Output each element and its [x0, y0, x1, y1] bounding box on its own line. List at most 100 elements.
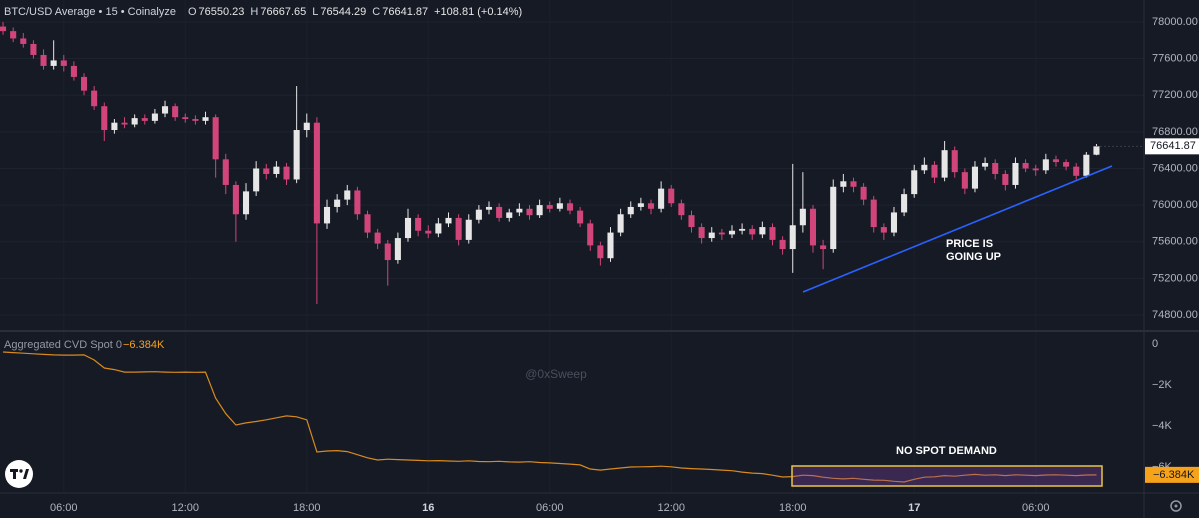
candle-body — [1063, 162, 1070, 167]
candle-body — [678, 203, 685, 216]
candle-body — [769, 227, 776, 240]
candle-body — [587, 223, 594, 246]
y-tick-label: 75600.00 — [1152, 236, 1198, 248]
y-tick-label: 74800.00 — [1152, 309, 1198, 321]
candle-body — [293, 130, 300, 180]
candle-body — [1073, 166, 1080, 176]
candle-body — [151, 113, 158, 121]
candle-body — [394, 238, 401, 261]
candle-body — [739, 228, 746, 231]
y-tick-label: −2K — [1152, 379, 1173, 391]
candle-body — [820, 245, 827, 250]
cvd-line — [2, 351, 1097, 483]
header-text: +108.81 (+0.14%) — [434, 6, 522, 18]
candle-body — [627, 206, 634, 215]
highlight-box — [791, 465, 1103, 487]
candle-body — [30, 43, 37, 55]
candle-body — [70, 65, 77, 77]
candle-body — [141, 118, 148, 121]
candle-body — [404, 217, 412, 239]
candle-body — [617, 214, 624, 233]
candle-body — [637, 203, 644, 207]
header-text: 76550.23 — [199, 6, 245, 18]
annotation: GOING UP — [946, 251, 1001, 263]
candle-body — [0, 26, 7, 32]
candle-body — [566, 203, 574, 211]
candle-body — [1052, 159, 1060, 163]
annotation: NO SPOT DEMAND — [896, 445, 997, 457]
x-tick-label: 18:00 — [293, 502, 321, 514]
candle-body — [850, 181, 857, 187]
candle-body — [283, 166, 290, 180]
candle-body — [1002, 173, 1009, 185]
header-text: H — [250, 6, 258, 18]
candle-body — [313, 122, 320, 224]
candle-body — [688, 215, 695, 228]
candle-body — [901, 194, 908, 213]
candle-body — [658, 188, 665, 209]
settings-icon[interactable] — [1170, 500, 1182, 512]
candle-body — [253, 168, 260, 192]
candle-body — [303, 122, 310, 131]
candle-body — [577, 210, 584, 224]
candle-body — [799, 208, 806, 226]
y-tick-label: 76400.00 — [1152, 162, 1198, 174]
header-text: 76641.87 — [382, 6, 428, 18]
candle-body — [698, 227, 705, 239]
candle-body — [435, 223, 442, 234]
annotation: PRICE IS — [946, 238, 993, 250]
candle-body — [364, 214, 371, 233]
candle-body — [647, 203, 655, 209]
x-tick-label: 17 — [908, 502, 920, 514]
y-tick-label: 0 — [1152, 338, 1158, 350]
candle-body — [931, 164, 938, 178]
candle-body — [20, 38, 27, 44]
candle-body — [921, 164, 928, 171]
candle-body — [50, 60, 57, 66]
candle-body — [830, 186, 837, 250]
candle-body — [708, 232, 715, 239]
cvd-badge-label: −6.384K — [1153, 469, 1195, 481]
header-text: C — [372, 6, 380, 18]
candle-body — [597, 245, 604, 259]
candle-body — [971, 166, 979, 189]
x-tick-label: 06:00 — [1022, 502, 1050, 514]
y-tick-label: 76800.00 — [1152, 126, 1198, 138]
y-tick-label: −4K — [1152, 420, 1173, 432]
candle-body — [992, 162, 999, 174]
candle-body — [941, 150, 948, 178]
y-tick-label: 77200.00 — [1152, 89, 1198, 101]
candle-body — [121, 122, 128, 125]
candle-body — [759, 227, 766, 235]
header-text: O — [188, 6, 197, 18]
settings-icon-dot — [1174, 504, 1178, 508]
candle-body — [1093, 146, 1100, 155]
candle-body — [445, 217, 452, 224]
trend-line — [802, 165, 1113, 293]
candle-body — [516, 208, 523, 213]
x-tick-label: 06:00 — [536, 502, 564, 514]
last-price-badge — [1145, 138, 1199, 155]
x-tick-label: 12:00 — [172, 502, 200, 514]
header-text: L — [312, 6, 318, 18]
candle-body — [263, 168, 270, 174]
candle-body — [718, 232, 725, 235]
header-text: 76667.65 — [260, 6, 306, 18]
candle-body — [232, 184, 239, 215]
x-tick-label: 06:00 — [50, 502, 78, 514]
candle-body — [182, 117, 189, 120]
x-tick-label: 16 — [422, 502, 434, 514]
candle-body — [556, 203, 563, 209]
candle-body — [10, 31, 17, 39]
candle-body — [870, 199, 877, 228]
candle-body — [485, 206, 493, 210]
candle-body — [374, 232, 381, 244]
header-text: BTC/USD Average • 15 • Coinalyze — [4, 6, 176, 18]
candle-body — [546, 205, 553, 209]
tv-logo — [5, 460, 33, 488]
candle-body — [344, 190, 351, 200]
candle-body — [161, 106, 169, 114]
candle-body — [840, 181, 847, 187]
candle-body — [323, 206, 331, 224]
